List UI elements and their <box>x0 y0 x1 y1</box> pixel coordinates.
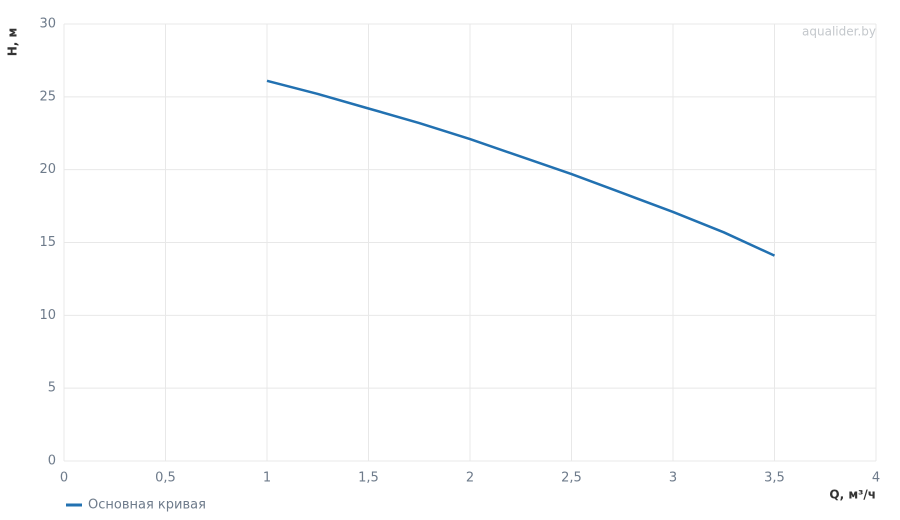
x-tick-label: 2 <box>466 471 474 486</box>
watermark: aqualider.by <box>802 25 876 39</box>
line-series <box>266 79 776 257</box>
x-tick-label: 0 <box>60 471 68 486</box>
y-tick-label: 0 <box>48 454 56 469</box>
x-tick-label: 0,5 <box>155 471 176 486</box>
y-axis-title: H, м <box>6 28 20 57</box>
y-tick-label: 10 <box>39 308 56 323</box>
y-tick-label: 20 <box>39 162 56 177</box>
x-axis-title: Q, м³/ч <box>829 488 876 502</box>
x-tick-label: 2,5 <box>561 471 582 486</box>
x-tick-label: 4 <box>872 471 880 486</box>
x-tick-label: 3,5 <box>764 471 785 486</box>
y-tick-label: 25 <box>39 89 56 104</box>
legend-label: Основная кривая <box>88 498 206 513</box>
x-tick-label: 3 <box>669 471 677 486</box>
y-tick-label: 15 <box>39 235 56 250</box>
y-tick-label: 30 <box>39 17 56 32</box>
x-tick-label: 1,5 <box>358 471 379 486</box>
y-tick-label: 5 <box>48 381 56 396</box>
x-tick-label: 1 <box>263 471 271 486</box>
